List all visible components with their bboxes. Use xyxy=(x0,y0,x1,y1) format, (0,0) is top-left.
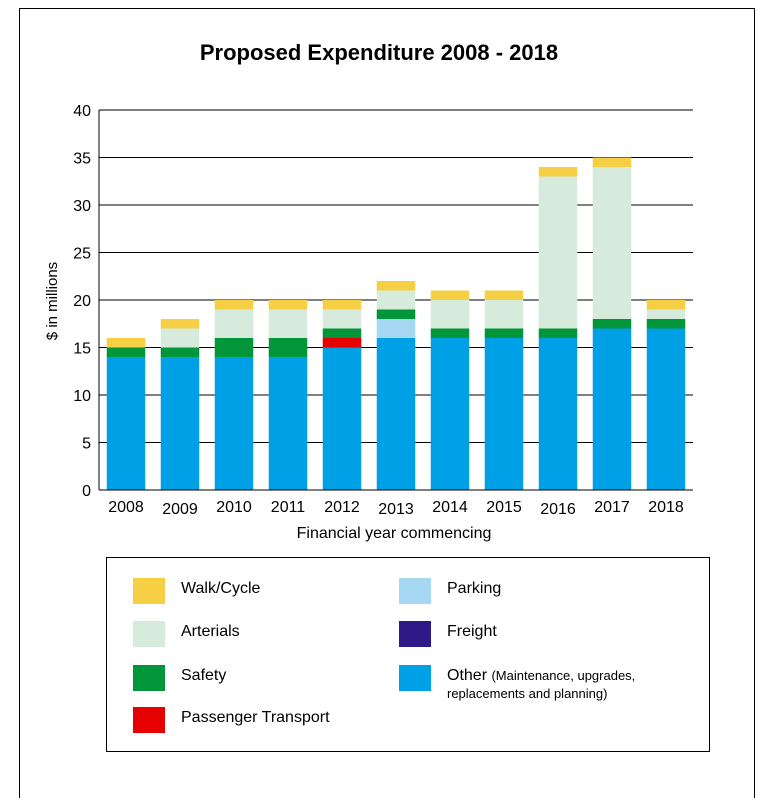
legend-item-arterials: Arterials xyxy=(133,621,240,647)
bar-segment-walk-cycle-2016 xyxy=(538,167,578,177)
y-tick-label: 0 xyxy=(82,483,91,500)
bar-segment-safety-2017 xyxy=(592,319,632,329)
bar-segment-passenger-transport-2012 xyxy=(322,338,362,348)
chart-frame xyxy=(19,8,755,798)
bar-segment-safety-2016 xyxy=(538,328,578,338)
y-tick-label: 15 xyxy=(73,341,91,358)
legend-item-other: Other (Maintenance, upgrades, replacemen… xyxy=(399,665,635,703)
legend-item-freight: Freight xyxy=(399,621,497,647)
bar-segment-other-2018 xyxy=(646,328,686,490)
x-tick-label: 2012 xyxy=(324,499,360,516)
bar-segment-walk-cycle-2008 xyxy=(106,338,146,348)
legend-label-freight: Freight xyxy=(447,623,497,640)
bar-segment-safety-2009 xyxy=(160,347,200,357)
y-tick-label: 5 xyxy=(82,436,91,453)
bar-segment-walk-cycle-2010 xyxy=(214,300,254,310)
bar-segment-safety-2010 xyxy=(214,338,254,357)
legend-swatch-other xyxy=(399,665,431,691)
bar-segment-arterials-2012 xyxy=(322,309,362,329)
bar-segment-parking-2013 xyxy=(376,319,416,338)
legend-item-safety: Safety xyxy=(133,665,226,691)
bar-segment-arterials-2011 xyxy=(268,309,308,338)
bar-segment-walk-cycle-2009 xyxy=(160,319,200,329)
bar-segment-other-2016 xyxy=(538,338,578,490)
legend-swatch-safety xyxy=(133,665,165,691)
x-tick-label: 2009 xyxy=(162,501,198,518)
bar-segment-other-2017 xyxy=(592,328,632,490)
bar-segment-arterials-2016 xyxy=(538,176,578,329)
bar-segment-walk-cycle-2011 xyxy=(268,300,308,310)
bar-segment-safety-2014 xyxy=(430,328,470,338)
x-tick-label: 2011 xyxy=(271,499,306,516)
legend-item-passenger-transport: Passenger Transport xyxy=(133,707,330,733)
legend-label-walk-cycle: Walk/Cycle xyxy=(181,580,261,597)
bar-segment-safety-2013 xyxy=(376,309,416,319)
bar-segment-other-2011 xyxy=(268,357,308,490)
legend-label-passenger-transport: Passenger Transport xyxy=(181,709,330,726)
legend-label-other-text: Other xyxy=(447,667,488,684)
bar-segment-safety-2011 xyxy=(268,338,308,357)
y-tick-label: 30 xyxy=(73,198,91,215)
bar-segment-other-2008 xyxy=(106,357,146,490)
legend-swatch-arterials xyxy=(133,621,165,647)
bar-segment-arterials-2017 xyxy=(592,167,632,319)
bar-segment-safety-2008 xyxy=(106,347,146,357)
y-tick-label: 10 xyxy=(73,388,91,405)
legend-swatch-parking xyxy=(399,578,431,604)
legend-swatch-freight xyxy=(399,621,431,647)
legend-label-arterials: Arterials xyxy=(181,623,240,640)
legend-note-other: (Maintenance, upgrades, xyxy=(491,668,636,683)
bar-segment-walk-cycle-2018 xyxy=(646,300,686,310)
bar-segment-arterials-2015 xyxy=(484,300,524,329)
bar-segment-other-2015 xyxy=(484,338,524,490)
bar-segment-arterials-2014 xyxy=(430,300,470,329)
bar-segment-arterials-2009 xyxy=(160,328,200,348)
y-tick-label: 20 xyxy=(73,293,91,310)
bar-segment-arterials-2013 xyxy=(376,290,416,310)
bar-segment-other-2009 xyxy=(160,357,200,490)
bar-segment-other-2013 xyxy=(376,338,416,490)
chart-plot: 0 5 10 15 20 25 30 35 40 2008 2009 2010 2011 2012 2013… xyxy=(44,103,693,542)
bar-segment-other-2012 xyxy=(322,347,362,490)
x-tick-label: 2014 xyxy=(432,499,468,516)
x-tick-label: 2017 xyxy=(594,499,630,516)
bar-segment-arterials-2018 xyxy=(646,309,686,319)
x-tick-label: 2018 xyxy=(648,499,684,516)
bar-segment-safety-2018 xyxy=(646,319,686,329)
legend-label-parking: Parking xyxy=(447,580,502,597)
y-tick-label: 25 xyxy=(73,246,91,263)
legend-label-other: Other (Maintenance, upgrades, replacemen… xyxy=(447,667,635,703)
legend-item-walk-cycle: Walk/Cycle xyxy=(133,578,260,604)
y-tick-label: 40 xyxy=(73,103,91,120)
x-axis-label: Financial year commencing xyxy=(297,525,492,542)
x-tick-label: 2010 xyxy=(216,499,252,516)
bar-segment-walk-cycle-2014 xyxy=(430,290,470,300)
bar-segment-arterials-2010 xyxy=(214,309,254,338)
bar-segment-safety-2015 xyxy=(484,328,524,338)
bar-segment-walk-cycle-2013 xyxy=(376,281,416,291)
legend-swatch-walk-cycle xyxy=(133,578,165,604)
x-tick-label: 2015 xyxy=(486,499,522,516)
bar-segment-other-2010 xyxy=(214,357,254,490)
x-tick-label: 2013 xyxy=(378,501,414,518)
legend-swatch-passenger-transport xyxy=(133,707,165,733)
legend-note-other-line2: replacements and planning) xyxy=(447,686,608,701)
legend: Walk/Cycle Arterials Safety Passenger Tr… xyxy=(106,557,710,752)
bar-segment-walk-cycle-2012 xyxy=(322,300,362,310)
bar-segment-walk-cycle-2015 xyxy=(484,290,524,300)
y-axis-label: $ in millions xyxy=(44,262,61,340)
bar-segment-safety-2012 xyxy=(322,328,362,338)
y-tick-label: 35 xyxy=(73,151,91,168)
bar-segment-other-2014 xyxy=(430,338,470,490)
x-tick-label: 2016 xyxy=(540,501,576,518)
bar-segment-walk-cycle-2017 xyxy=(592,157,632,167)
legend-item-parking: Parking xyxy=(399,578,501,604)
chart-title: Proposed Expenditure 2008 - 2018 xyxy=(199,40,559,65)
x-tick-label: 2008 xyxy=(108,499,144,516)
legend-label-safety: Safety xyxy=(181,667,227,684)
